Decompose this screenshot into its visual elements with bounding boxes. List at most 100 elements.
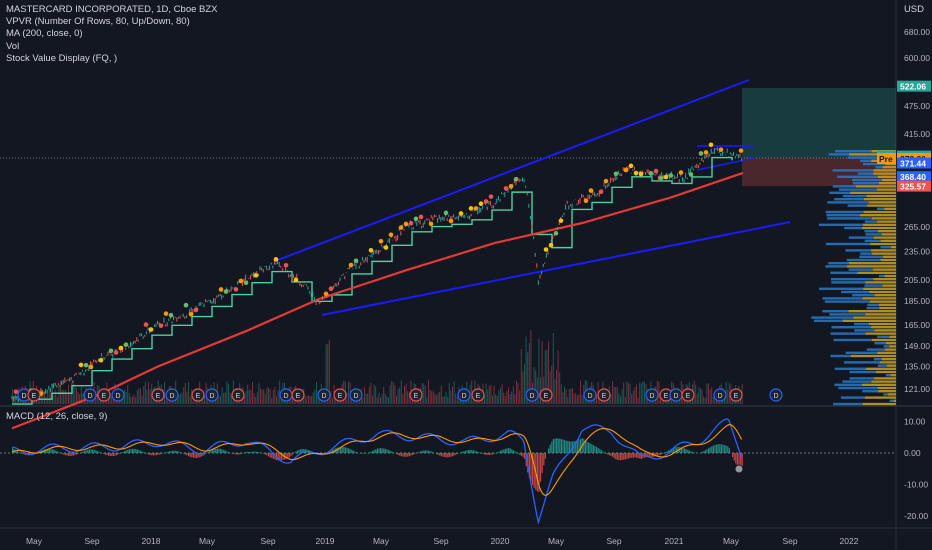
volume-bar — [264, 393, 266, 404]
signal-dot — [283, 262, 289, 268]
signal-dot — [83, 362, 89, 368]
volume-bar — [642, 381, 644, 404]
macd-histogram-bar — [212, 449, 214, 453]
volume-bar — [727, 389, 729, 404]
macd-histogram-bar — [519, 453, 521, 455]
indicator-vpvr[interactable]: VPVR (Number Of Rows, 80, Up/Down, 80) — [6, 16, 190, 28]
stop-zone[interactable] — [742, 158, 896, 186]
macd-histogram-bar — [532, 453, 534, 486]
chart-legend[interactable]: MASTERCARD INCORPORATED, 1D, Cboe BZX VP… — [6, 4, 218, 65]
macd-histogram-bar — [477, 452, 479, 453]
marker-label: E — [102, 393, 107, 400]
macd-histogram-bar — [66, 453, 68, 456]
macd-histogram-bar — [436, 453, 438, 454]
macd-histogram-bar — [680, 447, 682, 453]
target-zone[interactable] — [742, 88, 896, 158]
volume-bar — [544, 350, 546, 404]
macd-histogram-bar — [556, 438, 558, 453]
volume-bar — [122, 397, 124, 404]
macd-legend[interactable]: MACD (12, 26, close, 9) — [6, 411, 108, 422]
macd-histogram-bar — [271, 453, 273, 459]
signal-dot — [473, 206, 479, 211]
macd-histogram-bar — [500, 450, 502, 453]
macd-histogram-bar — [52, 449, 54, 453]
vpvr-row-down — [850, 191, 896, 194]
volume-bar — [66, 393, 68, 404]
macd-histogram-bar — [173, 450, 175, 453]
macd-histogram-bar — [487, 453, 489, 455]
indicator-vol[interactable]: Vol — [6, 40, 20, 52]
vpvr-row-up — [835, 150, 872, 153]
dividend-marker: D — [525, 388, 539, 402]
volume-bar — [218, 396, 220, 404]
macd-histogram-bar — [628, 453, 630, 459]
step-line — [12, 156, 733, 405]
macd-histogram-bar — [140, 450, 142, 453]
macd-axis[interactable]: 10.00 0.00 -10.00 -20.00 — [904, 417, 928, 522]
volume-bar — [346, 392, 348, 404]
macd-histogram-bar — [88, 449, 90, 453]
marker-label: D — [21, 393, 26, 400]
macd-histogram-bar — [202, 453, 204, 456]
volume-bar — [77, 392, 79, 404]
macd-histogram-bar — [589, 443, 591, 453]
vpvr-row-down — [862, 402, 896, 406]
macd-histogram-bar — [236, 453, 238, 455]
volume-bar — [522, 371, 524, 404]
signal-dot — [553, 230, 559, 236]
vpvr-row-up — [877, 207, 885, 210]
marker-label: D — [209, 393, 214, 400]
vpvr-row-down — [870, 326, 896, 329]
signal-dot — [488, 194, 494, 199]
trend-channel[interactable] — [275, 79, 791, 316]
signal-dot — [388, 232, 394, 238]
macd-histogram-bar — [354, 451, 356, 453]
macd-histogram-bar — [252, 451, 254, 453]
macd-histogram-bar — [564, 440, 566, 453]
volume-bar — [634, 387, 636, 404]
volume-bar — [396, 395, 397, 404]
signal-dot — [378, 238, 384, 244]
macd-histogram-bar — [253, 451, 255, 453]
vpvr-row-down — [857, 271, 896, 274]
signal-dot — [403, 221, 409, 227]
marker-label: D — [461, 393, 466, 400]
signal-dot — [738, 148, 744, 153]
indicator-ma[interactable]: MA (200, close, 0) — [6, 28, 83, 40]
currency-label[interactable]: USD — [903, 4, 924, 15]
price-tag: 371.44 — [897, 157, 931, 169]
time-axis[interactable]: May Sep 2018 May Sep 2019 May Sep 2020 May Sep 2021… — [26, 536, 859, 546]
volume-bar — [384, 393, 386, 404]
macd-histogram-bar — [608, 453, 610, 456]
macd-histogram-bar — [197, 453, 199, 458]
indicator-stock-value[interactable]: Stock Value Display (FQ, ) — [6, 52, 118, 64]
volume-bar — [560, 384, 562, 404]
volume-bar — [308, 395, 309, 404]
price-axis[interactable]: 121.00 135.00 149.00 165.00 185.00 205.00 235.… — [904, 27, 930, 394]
signal-dot — [598, 189, 604, 195]
time-tick-label: Sep — [84, 536, 99, 546]
vpvr-row-up — [844, 226, 863, 230]
signal-dot — [183, 302, 189, 308]
macd-histogram-bar — [463, 451, 465, 453]
dividend-marker: D — [669, 388, 683, 402]
marker-label: D — [169, 393, 174, 400]
macd-histogram-bar — [148, 453, 150, 455]
macd-histogram-bar — [143, 452, 145, 453]
volume-bar — [455, 393, 457, 404]
vpvr-row-up — [838, 386, 878, 390]
volume-bar — [615, 387, 617, 404]
volume-bar — [375, 386, 377, 404]
signal-dot — [653, 168, 659, 174]
volume-bar — [541, 341, 543, 404]
marker-circle — [457, 388, 471, 402]
volume-bar — [223, 393, 225, 404]
macd-histogram-bar — [586, 441, 588, 453]
volume-bar — [132, 396, 133, 404]
symbol-title[interactable]: MASTERCARD INCORPORATED, 1D, Cboe BZX — [6, 4, 218, 15]
volume-bar — [60, 380, 61, 404]
macd-histogram-bar — [664, 452, 666, 453]
signal-dot — [648, 171, 654, 176]
